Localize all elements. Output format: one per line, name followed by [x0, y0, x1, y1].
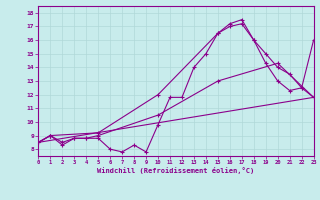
X-axis label: Windchill (Refroidissement éolien,°C): Windchill (Refroidissement éolien,°C): [97, 167, 255, 174]
